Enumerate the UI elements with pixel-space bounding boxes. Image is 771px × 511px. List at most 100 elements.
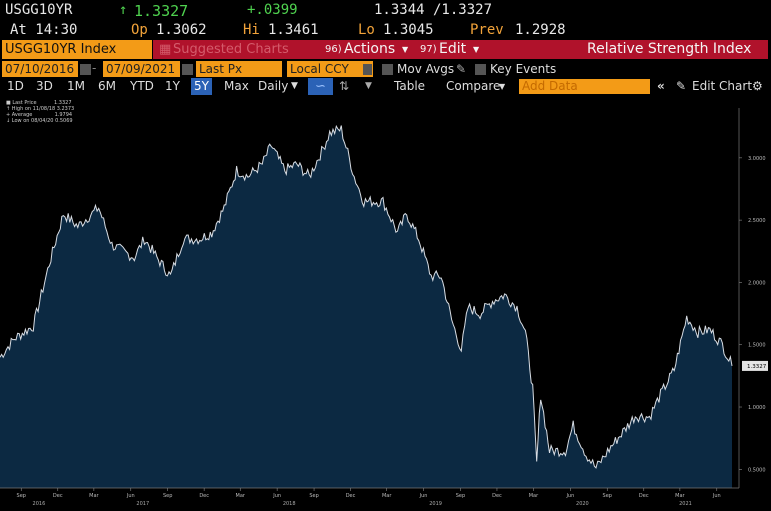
x-tick-label: Dec (53, 493, 63, 499)
prev-label: Prev (470, 22, 504, 38)
frequency-select[interactable]: Daily (258, 79, 289, 93)
end-calendar-icon[interactable] (182, 64, 193, 75)
low-label: Lo (358, 22, 375, 38)
chart-toolbar: 1D 3D 1M 6M YTD 1Y 5Y Max Daily ▼ ∽ ⇅ ▼ … (0, 78, 771, 95)
suggested-charts-button[interactable]: Suggested Charts (173, 42, 289, 57)
year-label: 2021 (679, 501, 692, 507)
yield-area (0, 125, 732, 488)
key-events-checkbox[interactable] (475, 64, 486, 75)
frequency-chevron-down-icon[interactable]: ▼ (291, 81, 298, 91)
x-tick-label: Jun (272, 493, 281, 499)
pencil-icon[interactable]: ✎ (456, 62, 467, 76)
x-tick-label: Jun (126, 493, 135, 499)
x-tick-label: Mar (675, 493, 685, 499)
bid-ask: 1.3344 /1.3327 (374, 2, 493, 18)
legend-last-price-label: Last Price (12, 100, 37, 106)
quote-line: USGG10YR ↑ 1.3327 +.0399 1.3344 /1.3327 (0, 0, 771, 22)
range-6m-button[interactable]: 6M (98, 79, 116, 93)
actions-menu[interactable]: Actions (344, 41, 396, 57)
mov-avgs-label[interactable]: Mov Avgs (397, 62, 455, 76)
ticker-symbol[interactable]: USGG10YR (5, 2, 73, 18)
range-5y-button[interactable]: 5Y (191, 78, 212, 95)
high-value: 1.3461 (268, 22, 319, 38)
bar-chart-icon[interactable]: ⇅ (339, 79, 350, 93)
table-button[interactable]: Table (394, 79, 426, 93)
yield-chart[interactable]: 3.0000 2.5000 2.0000 1.5000 1.0000 0.5000 1.33… (0, 96, 771, 511)
actions-chevron-down-icon[interactable]: ▼ (402, 45, 409, 54)
legend-high-label: High on 11/08/18 (11, 106, 56, 112)
chart-legend: ■ Last Price 1.3327 ↑ High on 11/08/18 3… (6, 100, 74, 124)
mountain-chart-icon[interactable]: ∽ (308, 78, 333, 95)
currency-select[interactable]: Local CCY (287, 61, 373, 77)
legend-last-price-value: 1.3327 (54, 100, 72, 106)
range-3d-button[interactable]: 3D (36, 79, 53, 93)
y-tick-label: 1.0000 (748, 405, 766, 411)
chart-type-chevron-down-icon[interactable]: ▼ (365, 81, 372, 91)
field-select[interactable]: Last Px (196, 61, 282, 77)
action-bar: ▦ Suggested Charts 96) Actions ▼ 97) Edi… (153, 40, 768, 59)
x-tick-label: Mar (89, 493, 99, 499)
x-tick-label: Sep (309, 493, 318, 499)
legend-low-value: 0.5069 (55, 118, 73, 124)
x-tick-label: Dec (346, 493, 356, 499)
year-label: 2019 (429, 501, 442, 507)
legend-average: + Average 1.9794 (6, 112, 73, 118)
x-tick-label: Mar (382, 493, 392, 499)
low-value: 1.3045 (383, 22, 434, 38)
range-ytd-button[interactable]: YTD (130, 79, 154, 93)
x-tick-label: Dec (639, 493, 649, 499)
y-tick-label: 1.5000 (748, 343, 766, 349)
x-tick-label: Sep (17, 493, 26, 499)
x-tick-label: Dec (199, 493, 209, 499)
open-value: 1.3062 (156, 22, 207, 38)
x-tick-label: Dec (492, 493, 502, 499)
last-price: 1.3327 (134, 2, 189, 20)
range-max-button[interactable]: Max (224, 79, 249, 93)
key-events-label[interactable]: Key Events (490, 62, 557, 76)
x-tick-label: Jun (712, 493, 721, 499)
legend-average-value: 1.9794 (54, 112, 73, 118)
range-1y-button[interactable]: 1Y (165, 79, 180, 93)
range-1d-button[interactable]: 1D (7, 79, 24, 93)
edit-menu[interactable]: Edit (439, 41, 467, 57)
edit-chart-pencil-icon[interactable]: ✎ (676, 79, 687, 93)
add-data-input[interactable]: Add Data (519, 79, 650, 94)
prev-value: 1.2928 (515, 22, 566, 38)
legend-high-value: 3.2373 (56, 106, 75, 112)
edit-chevron-down-icon[interactable]: ▼ (473, 45, 480, 54)
year-label: 2020 (576, 501, 589, 507)
legend-last-price: ■ Last Price 1.3327 (6, 100, 72, 106)
up-arrow-icon: ↑ (119, 2, 128, 18)
gear-icon[interactable]: ⚙ (752, 79, 763, 93)
yield-line[interactable] (0, 124, 733, 469)
x-tick-label: Mar (236, 493, 246, 499)
security-field[interactable]: USGG10YR Index (2, 40, 152, 59)
collapse-chevron-left-icon[interactable]: « (657, 79, 665, 93)
open-label: Op (131, 22, 148, 38)
legend-low-label: Low on 08/04/20 (11, 118, 54, 124)
legend-low: ↓ Low on 08/04/20 0.5069 (6, 118, 73, 124)
end-date-field[interactable]: 07/09/2021 (103, 61, 180, 77)
mov-avgs-checkbox[interactable] (382, 64, 393, 75)
edit-chart-button[interactable]: Edit Chart (692, 79, 753, 93)
x-tick-label: Mar (529, 493, 539, 499)
legend-high: ↑ High on 11/08/18 3.2373 (6, 106, 75, 112)
compare-menu[interactable]: Compare (446, 79, 501, 93)
currency-chevron-down-icon[interactable] (363, 64, 372, 75)
start-calendar-icon[interactable] (80, 64, 91, 75)
x-tick-label: Sep (603, 493, 612, 499)
compare-chevron-down-icon[interactable]: ▼ (499, 82, 506, 91)
function-bar: USGG10YR Index ▦ Suggested Charts 96) Ac… (0, 40, 771, 60)
chart-settings: 07/10/2016 - 07/09/2021 Last Px Local CC… (0, 61, 771, 78)
x-tick-label: Sep (163, 493, 172, 499)
actions-number: 96) (325, 44, 342, 55)
y-tick-label: 2.5000 (748, 218, 766, 224)
date-separator: - (92, 61, 97, 75)
net-change: +.0399 (247, 2, 298, 18)
high-label: Hi (243, 22, 260, 38)
range-1m-button[interactable]: 1M (67, 79, 85, 93)
study-title: Relative Strength Index (587, 41, 752, 57)
x-tick-label: Jun (565, 493, 574, 499)
start-date-field[interactable]: 07/10/2016 (2, 61, 78, 77)
x-tick-label: Sep (456, 493, 465, 499)
